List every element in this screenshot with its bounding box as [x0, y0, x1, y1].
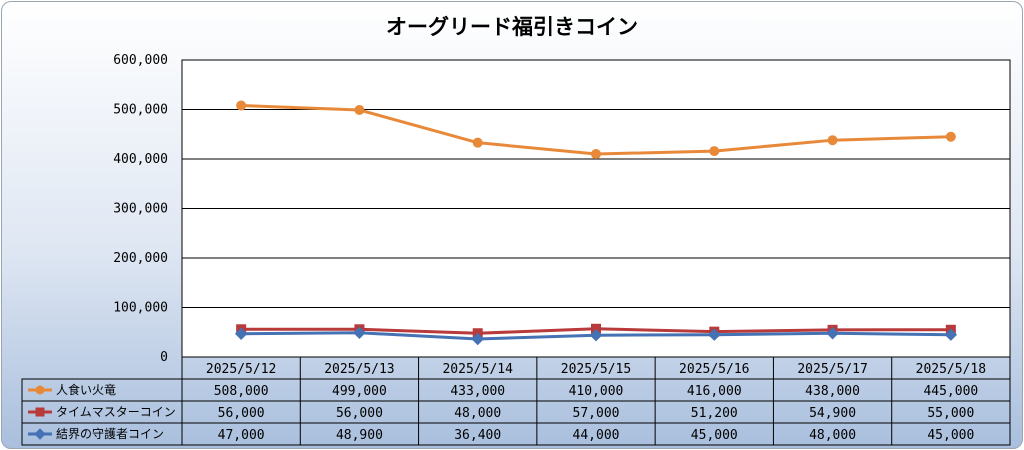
data-point	[236, 100, 247, 111]
data-point	[353, 326, 366, 340]
data-label: 45,000	[691, 428, 738, 443]
x-tick-label: 2025/5/18	[916, 362, 986, 377]
grid	[181, 59, 1011, 358]
data-point	[591, 149, 601, 160]
y-axis-ticks: 0 100,000 200,000 300,000 400,000 500,000 600,…	[113, 53, 168, 365]
y-tick-label: 100,000	[113, 301, 168, 316]
data-label: 433,000	[450, 384, 505, 399]
table-row: タイムマスターコイン 56,000 56,000 48,000 57,000 51,200…	[28, 405, 974, 421]
data-label: 48,000	[809, 428, 856, 443]
data-label: 55,000	[927, 406, 974, 421]
data-point	[944, 328, 958, 341]
x-tick-label: 2025/5/12	[206, 362, 276, 377]
y-tick-label: 600,000	[113, 53, 168, 68]
chart-title: オーグリード福引きコイン	[386, 15, 638, 39]
legend-label: 結界の守護者コイン	[56, 426, 164, 441]
data-point	[709, 146, 720, 157]
data-label: 48,900	[336, 428, 383, 443]
data-label: 445,000	[923, 384, 978, 399]
y-tick-label: 400,000	[113, 152, 168, 167]
data-label: 508,000	[214, 384, 269, 399]
legend-label: タイムマスターコイン	[56, 405, 176, 419]
legend-marker	[35, 385, 45, 395]
data-point	[234, 327, 248, 340]
series-circle	[236, 100, 956, 160]
legend-marker	[35, 407, 45, 417]
y-tick-label: 300,000	[113, 202, 168, 217]
x-tick-label: 2025/5/13	[324, 362, 394, 377]
x-tick-label: 2025/5/14	[442, 362, 513, 377]
data-label: 51,200	[691, 406, 738, 421]
data-point	[827, 135, 838, 146]
table-row: 人食い火竜 508,000 499,000 433,000 410,000 416,000…	[28, 382, 978, 399]
legend-marker	[34, 428, 46, 440]
legend-label: 人食い火竜	[56, 382, 116, 397]
data-label: 438,000	[805, 384, 860, 399]
y-tick-label: 200,000	[113, 251, 168, 266]
data-label: 56,000	[218, 406, 265, 421]
data-label: 45,000	[927, 428, 974, 443]
data-label: 499,000	[332, 384, 387, 399]
data-label: 410,000	[569, 384, 624, 399]
data-point	[471, 332, 484, 346]
data-label: 416,000	[687, 384, 742, 399]
data-point	[945, 131, 956, 142]
data-point	[354, 104, 365, 115]
y-tick-label: 0	[160, 350, 168, 365]
x-tick-label: 2025/5/17	[797, 362, 867, 377]
data-label: 36,400	[454, 428, 501, 443]
data-label: 56,000	[336, 406, 383, 421]
data-label: 48,000	[454, 406, 501, 421]
data-point	[826, 327, 839, 340]
data-label: 47,000	[218, 428, 265, 443]
series-group	[234, 100, 958, 346]
series-diamond	[234, 326, 958, 346]
data-point	[589, 329, 603, 342]
x-tick-label: 2025/5/16	[679, 362, 749, 377]
x-tick-label: 2025/5/15	[561, 362, 631, 377]
data-label: 57,000	[573, 406, 620, 421]
data-point	[472, 137, 483, 148]
y-tick-label: 500,000	[113, 103, 168, 118]
data-label: 44,000	[573, 428, 620, 443]
data-table: 2025/5/12 2025/5/13 2025/5/14 2025/5/15 2025…	[21, 356, 1011, 446]
data-label: 54,900	[809, 406, 856, 421]
table-row: 結界の守護者コイン 47,000 48,900 36,400 44,000 45,000 4…	[28, 426, 974, 443]
data-point	[708, 328, 721, 341]
